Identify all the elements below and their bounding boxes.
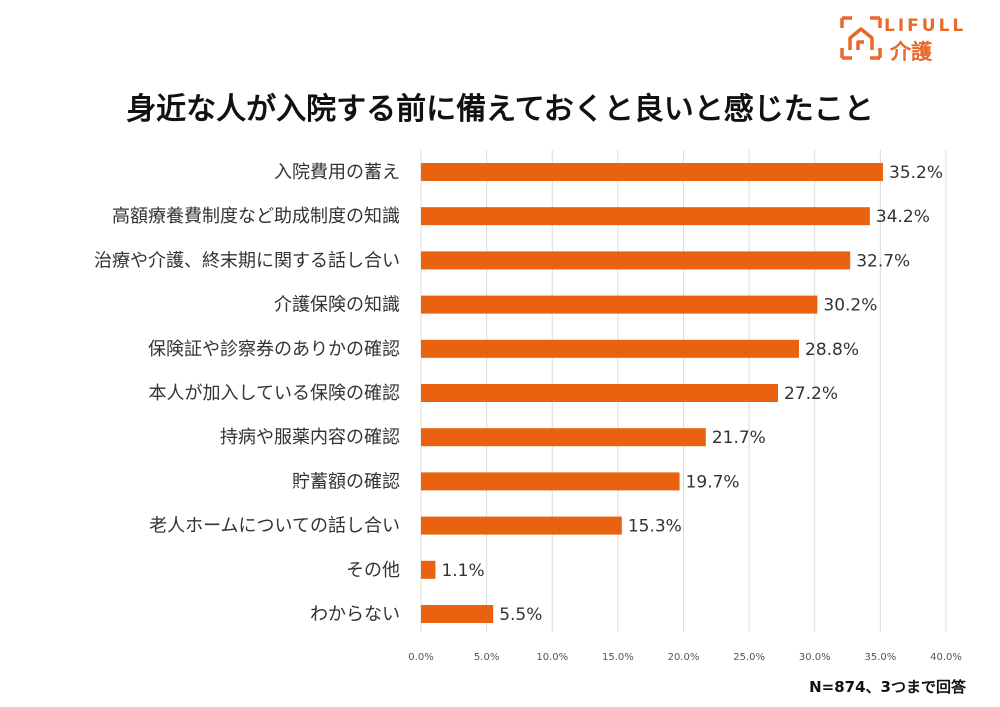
category-label: 保険証や診察券のありかの確認 [148, 339, 400, 360]
value-label: 30.2% [823, 296, 877, 316]
value-label: 35.2% [889, 163, 943, 183]
category-label: 治療や介護、終末期に関する話し合い [94, 250, 400, 271]
x-tick-label: 20.0% [668, 652, 700, 663]
x-tick-label: 0.0% [408, 652, 433, 663]
value-label: 19.7% [686, 472, 740, 492]
sample-note: N=874、3つまで回答 [809, 678, 966, 696]
value-label: 5.5% [499, 605, 542, 625]
bar [421, 560, 436, 579]
bar [421, 605, 494, 623]
value-label: 1.1% [441, 561, 484, 581]
category-label: 入院費用の蓄え [274, 162, 400, 183]
category-label: 持病や服薬内容の確認 [220, 427, 400, 448]
value-label: 15.3% [628, 517, 682, 537]
category-label: 老人ホームについての話し合い [149, 516, 400, 537]
bar [421, 516, 622, 535]
bar [421, 339, 799, 358]
value-label: 27.2% [784, 384, 838, 404]
x-tick-label: 25.0% [733, 652, 765, 663]
x-tick-label: 15.0% [602, 652, 634, 663]
value-label: 32.7% [856, 251, 910, 271]
value-label: 21.7% [712, 428, 766, 448]
bar [421, 295, 818, 314]
logo-sub: 介護 [890, 40, 932, 64]
bar [421, 428, 706, 447]
category-label: その他 [346, 560, 400, 581]
bar [421, 472, 680, 491]
category-label: 本人が加入している保険の確認 [149, 383, 400, 404]
x-tick-label: 10.0% [536, 652, 568, 663]
bar [421, 207, 870, 226]
bar [421, 384, 778, 402]
category-label: 介護保険の知識 [274, 295, 400, 316]
x-tick-label: 5.0% [474, 652, 499, 663]
logo-brand: LIFULL [884, 16, 967, 36]
chart-title: 身近な人が入院する前に備えておくと良いと感じたこと [126, 92, 874, 127]
bar [421, 163, 883, 181]
category-label: わからない [310, 604, 400, 625]
x-tick-label: 30.0% [799, 652, 831, 663]
x-tick-label: 40.0% [930, 652, 962, 663]
house-logo-icon [840, 16, 882, 60]
x-tick-label: 35.0% [864, 652, 896, 663]
value-label: 28.8% [805, 340, 859, 360]
logo: LIFULL 介護 [838, 14, 988, 66]
value-label: 34.2% [876, 207, 930, 227]
category-label: 貯蓄額の確認 [292, 471, 400, 492]
category-label: 高額療養費制度など助成制度の知識 [112, 206, 400, 227]
bar [421, 251, 851, 270]
